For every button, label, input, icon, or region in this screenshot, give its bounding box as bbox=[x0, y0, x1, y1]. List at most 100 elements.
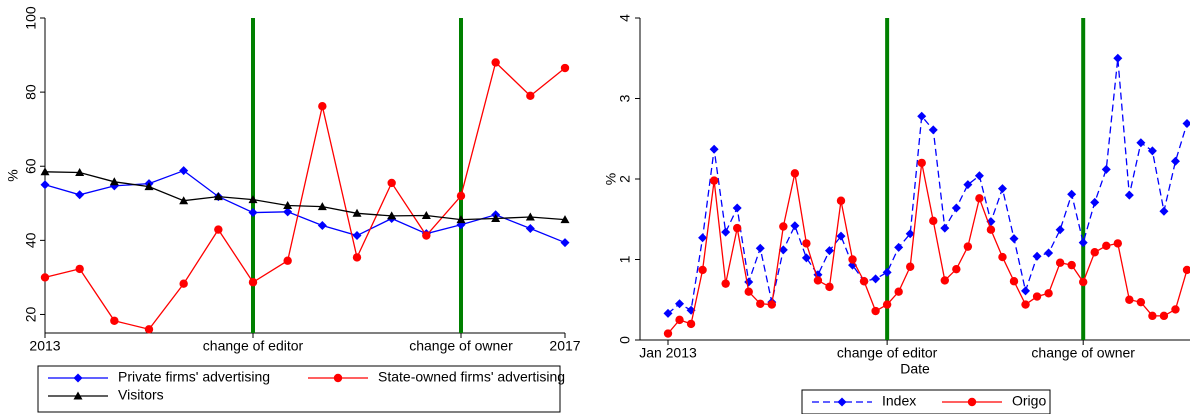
chart-panel: 0 1 2 3 4% Date Jan 2013 change of editor change… bbox=[603, 14, 1190, 414]
y-tick-label: 3 bbox=[617, 94, 633, 102]
marker bbox=[997, 184, 1007, 194]
marker bbox=[836, 231, 846, 241]
marker bbox=[905, 229, 915, 239]
marker bbox=[1101, 164, 1111, 174]
marker bbox=[1055, 258, 1065, 267]
marker bbox=[790, 221, 800, 231]
marker bbox=[755, 243, 765, 253]
marker bbox=[929, 216, 938, 226]
marker bbox=[1102, 241, 1111, 251]
marker bbox=[1159, 206, 1169, 216]
marker bbox=[698, 265, 707, 275]
marker bbox=[1032, 251, 1042, 261]
marker bbox=[179, 279, 188, 288]
marker bbox=[283, 201, 293, 210]
marker bbox=[1148, 311, 1157, 321]
marker bbox=[1147, 146, 1157, 156]
marker bbox=[744, 277, 754, 287]
x-tick-label: Jan 2013 bbox=[639, 345, 697, 361]
legend-label: Origo bbox=[1012, 393, 1046, 409]
marker bbox=[1159, 311, 1169, 321]
marker bbox=[1136, 297, 1146, 307]
marker bbox=[917, 111, 927, 121]
marker bbox=[422, 231, 431, 240]
marker bbox=[974, 171, 984, 181]
marker bbox=[560, 215, 570, 224]
marker bbox=[732, 203, 742, 213]
marker bbox=[144, 325, 154, 334]
marker bbox=[75, 264, 84, 274]
marker bbox=[1170, 156, 1180, 166]
x-tick-label: change of owner bbox=[409, 338, 513, 354]
y-tick-label: 4 bbox=[617, 14, 633, 22]
marker bbox=[813, 276, 823, 285]
marker bbox=[1182, 118, 1190, 128]
marker bbox=[963, 180, 973, 190]
marker bbox=[40, 167, 50, 176]
marker bbox=[940, 223, 950, 233]
marker bbox=[421, 211, 431, 220]
marker bbox=[40, 273, 50, 282]
marker bbox=[663, 308, 673, 318]
marker bbox=[456, 191, 466, 201]
marker bbox=[248, 195, 258, 204]
marker bbox=[1032, 292, 1042, 301]
marker bbox=[352, 231, 362, 241]
x-tick-label: change of owner bbox=[1031, 345, 1135, 361]
marker bbox=[825, 282, 834, 292]
marker bbox=[1078, 238, 1088, 248]
chart-panel: 20 40 60 80 100% 2013 change of editor change o… bbox=[5, 6, 581, 413]
marker bbox=[894, 242, 904, 252]
marker bbox=[709, 144, 719, 154]
marker bbox=[1021, 286, 1031, 296]
y-tick-label: 2 bbox=[617, 175, 633, 183]
marker bbox=[663, 329, 673, 338]
marker bbox=[906, 262, 915, 271]
marker bbox=[733, 223, 742, 233]
marker bbox=[998, 252, 1007, 262]
x-tick-label: 2013 bbox=[29, 338, 60, 354]
marker bbox=[848, 255, 857, 264]
marker bbox=[491, 58, 500, 67]
marker bbox=[248, 278, 258, 287]
marker bbox=[317, 202, 327, 211]
marker bbox=[40, 180, 50, 190]
marker bbox=[986, 225, 996, 234]
y-tick-label: 60 bbox=[23, 158, 39, 174]
marker bbox=[952, 264, 961, 274]
y-tick-label: 20 bbox=[23, 306, 39, 322]
marker bbox=[686, 319, 696, 329]
legend-label: Visitors bbox=[118, 387, 164, 403]
marker bbox=[709, 176, 719, 185]
y-tick-label: 0 bbox=[617, 336, 633, 344]
marker bbox=[1067, 260, 1076, 270]
marker bbox=[560, 63, 570, 73]
y-axis-label: % bbox=[5, 169, 21, 181]
legend-label: Index bbox=[882, 393, 916, 409]
marker bbox=[894, 287, 903, 296]
marker bbox=[352, 208, 362, 217]
x-tick-label: change of editor bbox=[203, 338, 304, 354]
marker bbox=[1079, 277, 1088, 287]
y-axis-label: % bbox=[603, 173, 619, 185]
marker bbox=[1124, 190, 1134, 200]
marker bbox=[317, 221, 327, 231]
x-tick-label: 2017 bbox=[549, 338, 580, 354]
series-line bbox=[44, 61, 566, 331]
marker bbox=[837, 397, 847, 407]
marker bbox=[73, 391, 83, 400]
marker bbox=[144, 182, 154, 191]
marker bbox=[75, 190, 85, 200]
marker bbox=[1044, 289, 1053, 298]
marker bbox=[871, 306, 880, 316]
marker bbox=[110, 316, 119, 325]
marker bbox=[283, 207, 293, 217]
marker bbox=[928, 125, 938, 135]
series-line bbox=[667, 58, 1188, 314]
marker bbox=[778, 245, 788, 255]
marker bbox=[963, 242, 973, 251]
marker bbox=[526, 91, 535, 101]
marker bbox=[1125, 295, 1134, 304]
marker bbox=[109, 177, 119, 186]
marker bbox=[333, 373, 343, 383]
